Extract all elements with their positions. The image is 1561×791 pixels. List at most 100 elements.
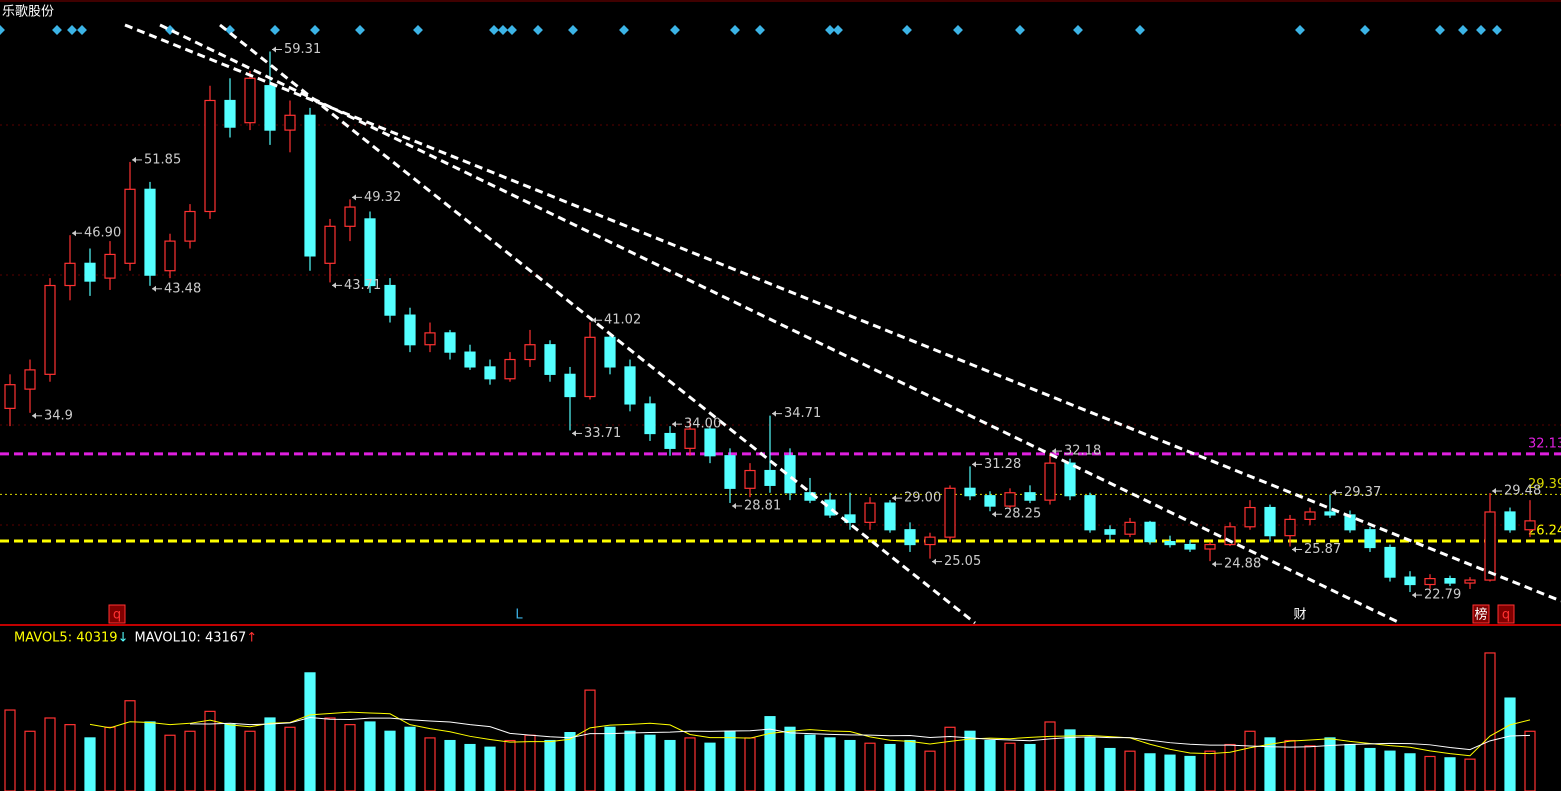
candle-body: [224, 99, 236, 128]
trend-line: [124, 23, 1561, 603]
volume-bar: [1404, 753, 1416, 791]
event-mark[interactable]: q: [113, 608, 121, 623]
annotation-arrowhead: [972, 461, 976, 468]
volume-bar: [1304, 745, 1316, 791]
event-mark[interactable]: 榜: [1474, 607, 1487, 623]
candle-body: [1104, 529, 1116, 535]
volume-bar: [1344, 743, 1356, 791]
signal-diamond: [670, 25, 680, 35]
volume-bar: [124, 700, 136, 791]
candle-body: [1244, 506, 1256, 528]
candle-body: [344, 206, 356, 227]
candle-body: [644, 403, 656, 435]
candle-body: [1324, 511, 1336, 516]
volume-bar: [1164, 754, 1176, 791]
volume-legend-text: MAVOL10: 43167: [134, 631, 246, 646]
volume-bar: [1004, 742, 1016, 791]
volume-bar: [964, 730, 976, 791]
signal-diamond: [1073, 25, 1083, 35]
volume-bar: [364, 721, 376, 791]
candle-body: [1504, 511, 1516, 531]
volume-bar: [1244, 730, 1256, 791]
reference-label: 26.24: [1528, 523, 1561, 538]
volume-bar: [824, 737, 836, 791]
candle-body: [504, 358, 516, 380]
volume-bar: [924, 750, 936, 791]
volume-bar: [304, 672, 316, 791]
volume-bar: [624, 730, 636, 791]
candle-body: [1464, 579, 1476, 584]
signal-diamond: [1015, 25, 1025, 35]
annotation-label: 29.00: [904, 491, 941, 506]
candle-body: [1124, 521, 1136, 535]
candle-body: [544, 344, 556, 375]
volume-bar: [64, 724, 76, 791]
candle-body: [984, 495, 996, 507]
candle-body: [1064, 462, 1076, 497]
candle-body: [944, 487, 956, 538]
annotation-arrowhead: [592, 317, 596, 324]
candle-body: [1184, 543, 1196, 550]
signal-diamond: [730, 25, 740, 35]
candle-body: [904, 529, 916, 546]
signal-diamond: [1360, 25, 1370, 35]
volume-bar: [84, 737, 96, 791]
volume-bar: [1484, 652, 1496, 791]
annotation-label: 46.90: [84, 226, 121, 241]
volume-bar: [1204, 750, 1216, 791]
candle-body: [1284, 518, 1296, 537]
event-mark[interactable]: q: [1502, 608, 1510, 623]
volume-bar: [484, 746, 496, 791]
annotation-label: 43.71: [344, 278, 381, 293]
candle-body: [864, 502, 876, 523]
annotation-label: 31.28: [984, 457, 1021, 472]
annotation-label: 29.37: [1344, 485, 1381, 500]
candle-body: [924, 536, 936, 546]
candle-body: [1444, 577, 1456, 584]
volume-bar: [464, 743, 476, 791]
volume-bar: [664, 739, 676, 791]
annotation-label: 51.85: [144, 152, 181, 167]
volume-ma-line: [89, 711, 1531, 757]
candle-body: [484, 366, 496, 380]
annotation-arrowhead: [992, 511, 996, 518]
volume-bar: [384, 730, 396, 791]
annotation-label: 34.71: [784, 406, 821, 421]
signal-diamond: [833, 25, 843, 35]
candle-body: [884, 502, 896, 531]
candle-body: [1024, 492, 1036, 501]
annotation-label: 34.9: [44, 408, 73, 423]
event-mark[interactable]: L: [515, 608, 523, 623]
event-mark[interactable]: 财: [1293, 608, 1306, 623]
candle-body: [1164, 540, 1176, 546]
volume-bar: [24, 730, 36, 791]
candle-body: [704, 428, 716, 457]
annotation-label: 28.25: [1004, 507, 1041, 522]
candle-body: [1524, 520, 1536, 531]
signal-diamond: [1492, 25, 1502, 35]
candle-body: [764, 469, 776, 486]
annotation-arrowhead: [352, 194, 356, 201]
annotation-arrowhead: [732, 502, 736, 509]
volume-bar: [224, 724, 236, 791]
volume-bar: [324, 717, 336, 791]
volume-bar: [404, 726, 416, 791]
candle-body: [1424, 577, 1436, 586]
volume-ma-line: [189, 716, 1531, 751]
volume-bar: [524, 734, 536, 791]
candle-body: [824, 499, 836, 516]
volume-bar: [684, 737, 696, 791]
volume-legend-text: MAVOL5: 40319: [14, 631, 118, 646]
volume-bar: [1044, 721, 1056, 791]
volume-bar: [1064, 729, 1076, 791]
candle-body: [1364, 529, 1376, 549]
reference-label: 29.39: [1528, 477, 1561, 492]
candle-body: [1144, 521, 1156, 543]
annotation-label: 29.48: [1504, 484, 1541, 499]
annotation-label: 34.00: [684, 417, 721, 432]
candle-body: [664, 432, 676, 449]
volume-bar: [784, 726, 796, 791]
